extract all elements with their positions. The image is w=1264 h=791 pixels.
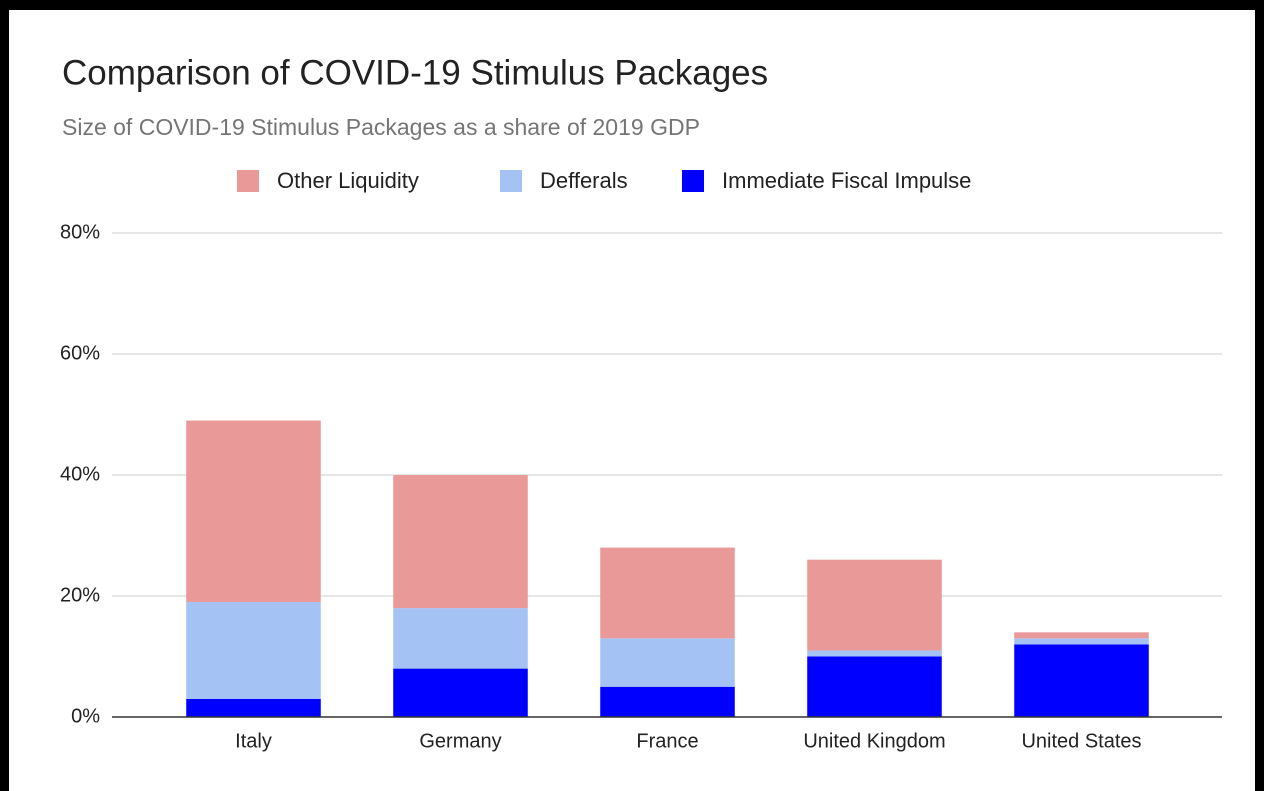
x-tick-label: Germany (419, 730, 501, 752)
x-tick-label: United Kingdom (803, 730, 945, 752)
y-tick-label: 20% (60, 584, 100, 606)
legend-label: Immediate Fiscal Impulse (722, 168, 971, 193)
x-tick-label: United States (1021, 730, 1141, 752)
bar-segment (600, 638, 735, 687)
y-tick-label: 60% (60, 342, 100, 364)
bar-segment (600, 547, 735, 639)
chart-title: Comparison of COVID-19 Stimulus Packages (62, 53, 768, 92)
bar-segment (1014, 638, 1149, 645)
border-top (0, 0, 1264, 10)
bar-segment (393, 475, 528, 609)
legend-swatch (682, 170, 704, 192)
x-tick-label: France (636, 730, 698, 752)
x-tick-label: Italy (235, 730, 272, 752)
bar-segment (393, 608, 528, 669)
legend-swatch (237, 170, 259, 192)
y-tick-label: 80% (60, 221, 100, 243)
bar-segment (1014, 644, 1149, 717)
border-right (1255, 0, 1264, 791)
bar-segment (807, 650, 942, 657)
bar-segment (807, 656, 942, 717)
bar-segment (600, 686, 735, 717)
legend-label: Other Liquidity (277, 168, 419, 193)
bar-segment (186, 420, 321, 603)
bar-segment (186, 698, 321, 717)
border-left (0, 0, 9, 791)
bar-segment (186, 602, 321, 699)
y-tick-label: 0% (71, 705, 100, 727)
chart-subtitle: Size of COVID-19 Stimulus Packages as a … (62, 114, 700, 140)
legend-label: Defferals (540, 168, 628, 193)
y-tick-label: 40% (60, 463, 100, 485)
bar-segment (807, 559, 942, 651)
bar-segment (1014, 632, 1149, 639)
bar-segment (393, 668, 528, 717)
legend-swatch (500, 170, 522, 192)
